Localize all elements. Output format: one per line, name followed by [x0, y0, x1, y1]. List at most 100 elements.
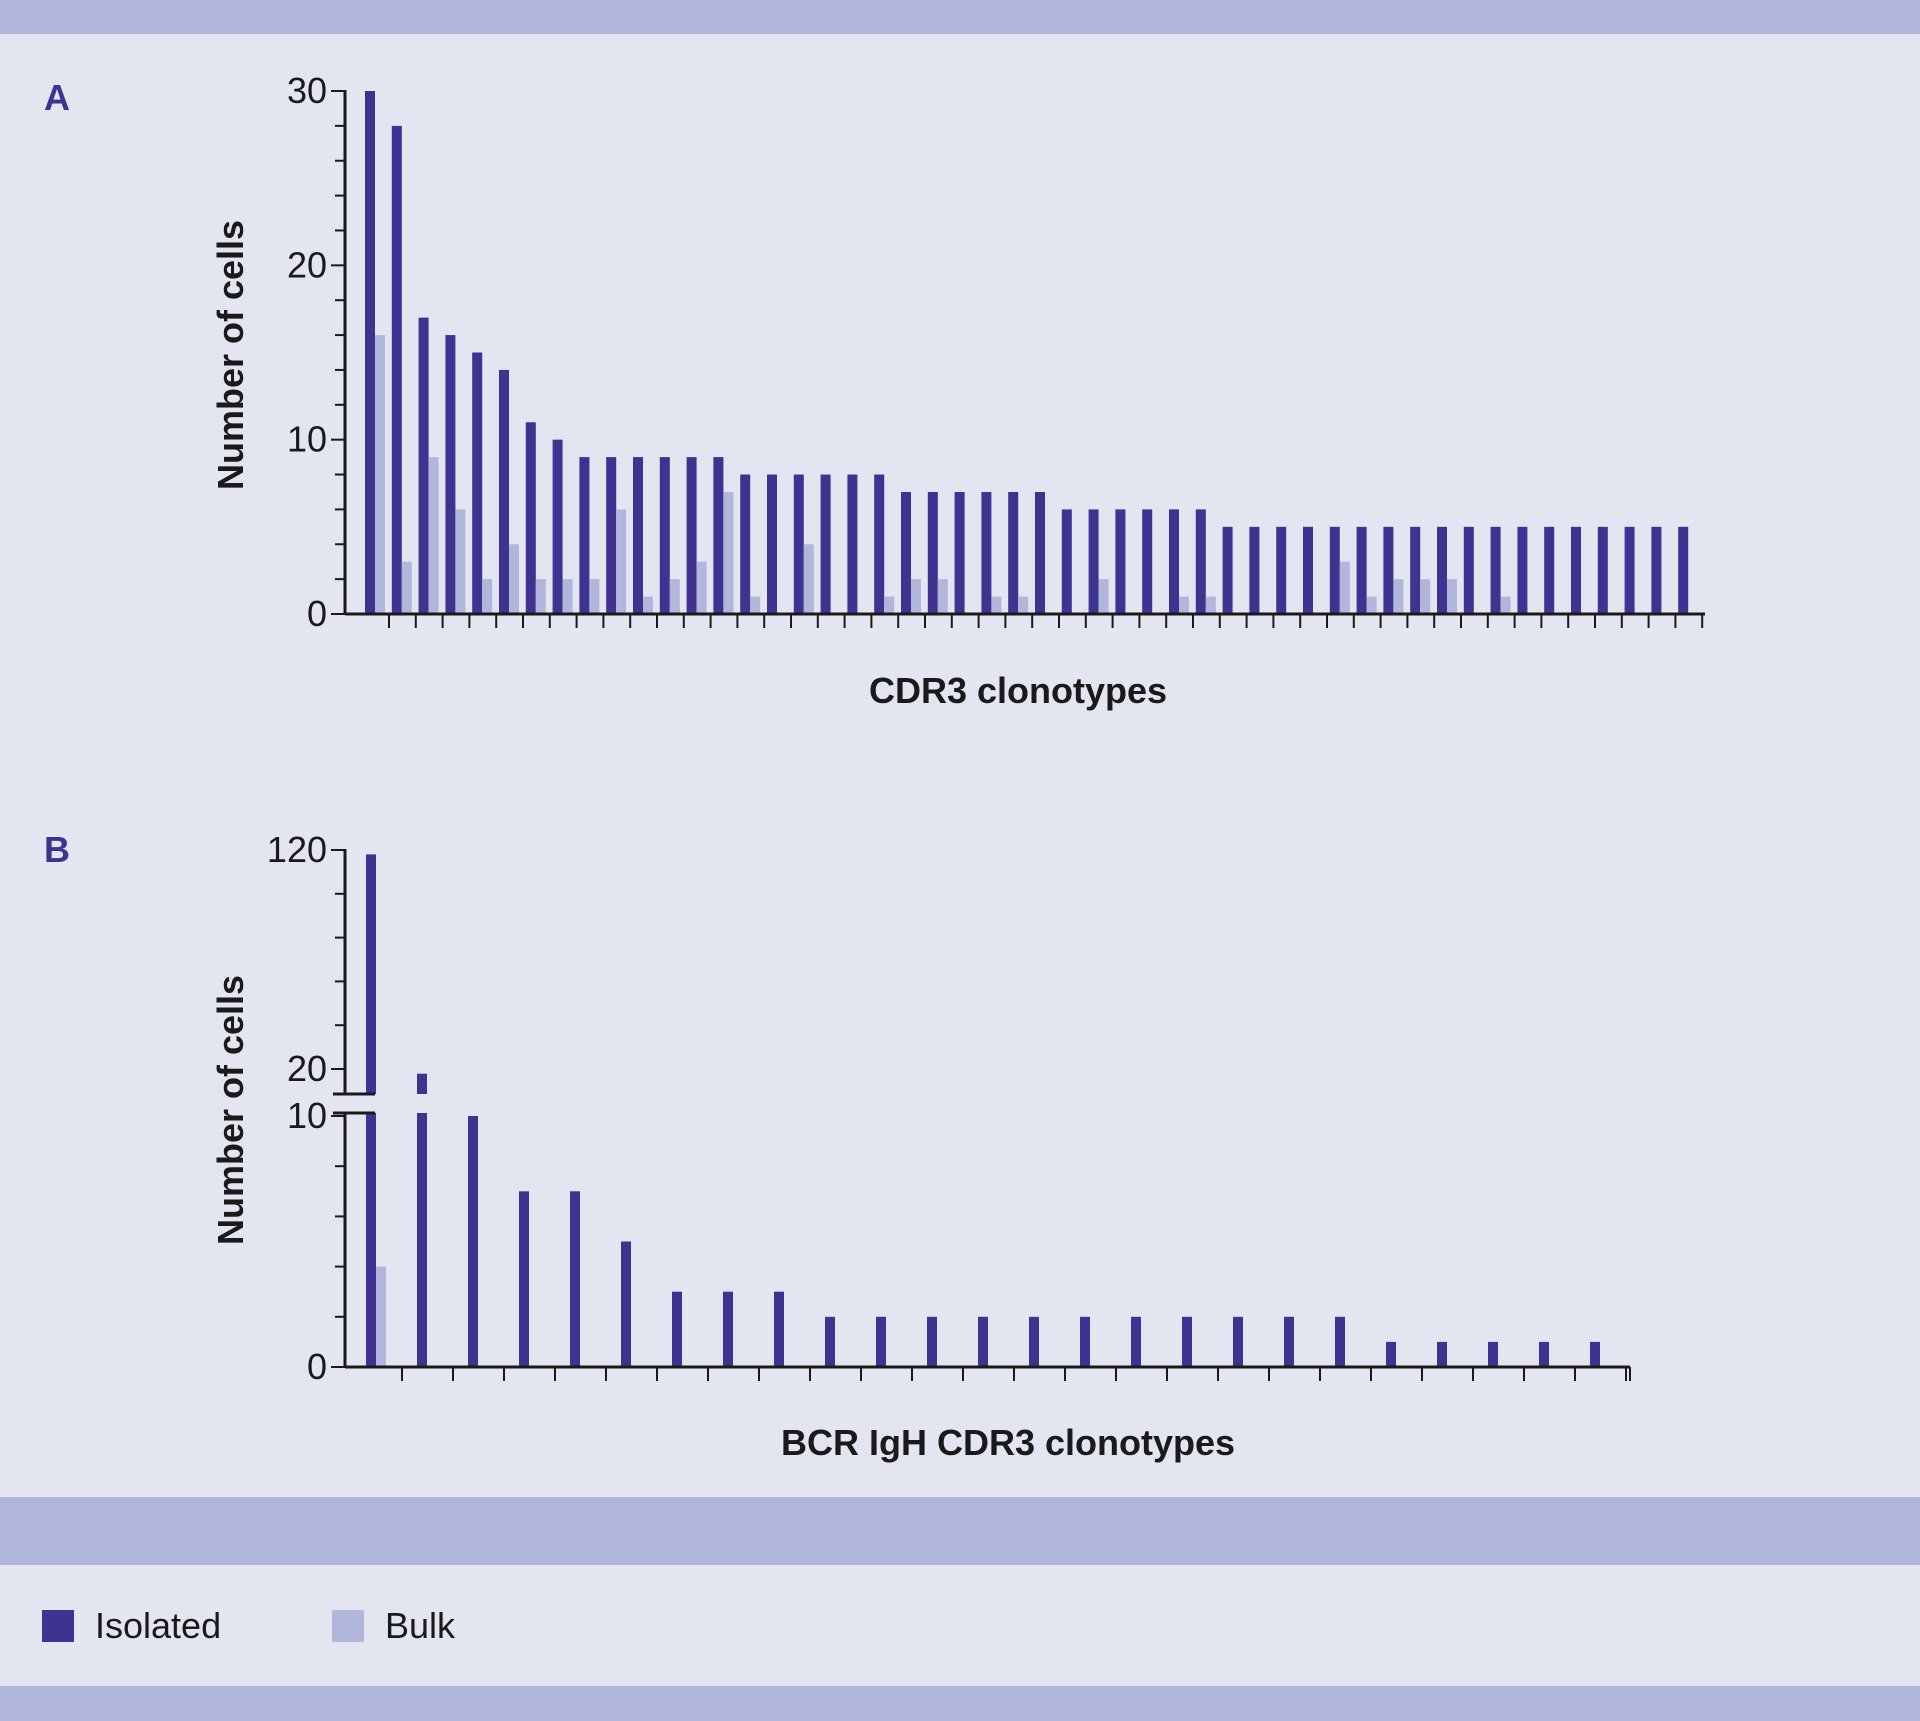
- bar-isolated: [1437, 1341, 1447, 1367]
- bar-isolated: [1088, 509, 1099, 614]
- bar-bulk: [669, 579, 680, 614]
- bar-isolated: [1035, 491, 1045, 614]
- bar-isolated: [672, 1291, 682, 1367]
- bar-bulk: [1447, 579, 1457, 614]
- bar-isolated: [391, 125, 402, 614]
- panel-b-label: B: [44, 829, 70, 870]
- bar-bulk: [884, 596, 895, 614]
- bar-isolated: [793, 474, 804, 614]
- bar-bulk: [509, 544, 519, 614]
- bar-isolated: [365, 91, 375, 614]
- bar-isolated: [1233, 1316, 1243, 1367]
- bar-isolated: [901, 491, 911, 614]
- bar-bulk: [482, 579, 493, 614]
- bar-isolated: [954, 491, 965, 614]
- legend-bulk-swatch: [332, 1610, 364, 1642]
- bar-isolated: [1182, 1316, 1192, 1367]
- bar-isolated: [621, 1241, 631, 1367]
- bar-isolated: [1437, 526, 1447, 614]
- bottom-band: [0, 1686, 1920, 1721]
- bar-isolated: [1490, 526, 1501, 614]
- bar-isolated: [927, 1316, 937, 1367]
- bar-isolated: [740, 474, 751, 614]
- bar-bulk: [401, 561, 412, 614]
- panel-a-ylabel: Number of cells: [210, 220, 251, 490]
- bar-isolated: [1222, 526, 1233, 614]
- panel-b: B 0 10 20 120 Number of cells BCR IgH CDR3 …: [44, 829, 1631, 1463]
- y-tick-label: 120: [267, 829, 327, 870]
- bar-isolated: [713, 457, 724, 614]
- bar-isolated: [876, 1316, 886, 1367]
- legend-isolated-label: Isolated: [95, 1605, 222, 1646]
- panel-b-xlabel: BCR IgH CDR3 clonotypes: [781, 1422, 1235, 1463]
- bar-isolated: [723, 1291, 733, 1367]
- bar-isolated: [767, 474, 777, 614]
- bar-isolated: [1597, 526, 1608, 614]
- bar-bulk: [376, 1266, 386, 1367]
- bar-isolated: [1544, 526, 1555, 614]
- bar-isolated: [1329, 526, 1340, 614]
- bar-isolated: [1383, 526, 1394, 614]
- panel-a-bars: [365, 91, 1689, 614]
- bar-isolated: [1517, 526, 1528, 614]
- legend-isolated-swatch: [42, 1610, 74, 1642]
- bar-isolated: [659, 457, 670, 614]
- bar-bulk: [937, 579, 948, 614]
- bar-isolated: [981, 491, 992, 614]
- bar-bulk: [1339, 561, 1350, 614]
- bar-isolated: [978, 1316, 988, 1367]
- bar-isolated: [1169, 509, 1179, 614]
- y-tick-label: 20: [287, 244, 327, 285]
- bar-isolated: [1678, 526, 1689, 614]
- legend-isolated: Isolated: [42, 1605, 222, 1646]
- bar-isolated: [1651, 526, 1662, 614]
- y-tick-label: 10: [287, 1095, 327, 1136]
- panel-a: A 0 10 20 30 Number of cells CDR3 clonotype…: [44, 70, 1705, 711]
- bar-bulk: [616, 509, 627, 614]
- bar-isolated: [525, 422, 536, 614]
- bar-isolated: [874, 474, 885, 614]
- panel-b-bars: [325, 854, 1600, 1367]
- bar-isolated: [417, 1073, 427, 1367]
- y-tick-label: 20: [287, 1048, 327, 1089]
- bar-isolated: [633, 457, 643, 614]
- bar-isolated: [579, 457, 590, 614]
- bar-bulk: [375, 335, 385, 614]
- bar-isolated: [1061, 509, 1072, 614]
- bar-bulk: [991, 596, 1002, 614]
- panel-a-axes: 0 10 20 30: [287, 70, 1705, 634]
- bar-isolated: [1276, 526, 1287, 614]
- bar-isolated: [1029, 1316, 1039, 1367]
- bar-isolated: [1571, 526, 1581, 614]
- bar-isolated: [552, 439, 563, 614]
- bar-bulk: [803, 544, 814, 614]
- bar-isolated: [774, 1291, 784, 1367]
- bar-bulk: [1393, 579, 1404, 614]
- legend-bulk-label: Bulk: [385, 1605, 456, 1646]
- bar-isolated: [1410, 526, 1421, 614]
- bar-bulk: [911, 579, 921, 614]
- bar-isolated: [1080, 1316, 1090, 1367]
- legend-bulk: Bulk: [332, 1605, 456, 1646]
- bar-isolated: [1356, 526, 1367, 614]
- panel-b-axes: 0 10 20 120: [267, 829, 1631, 1387]
- panel-a-xlabel: CDR3 clonotypes: [869, 670, 1167, 711]
- bar-isolated: [1463, 526, 1474, 614]
- bar-isolated: [1624, 526, 1635, 614]
- bar-bulk: [1098, 579, 1109, 614]
- bar-isolated: [825, 1316, 835, 1367]
- bar-bulk: [535, 579, 546, 614]
- bar-isolated: [468, 1116, 478, 1367]
- bar-bulk: [1018, 596, 1029, 614]
- bar-isolated: [1249, 526, 1260, 614]
- bar-isolated: [1115, 509, 1126, 614]
- bar-bulk: [1179, 596, 1189, 614]
- bar-isolated: [472, 352, 483, 614]
- bar-isolated: [1008, 491, 1019, 614]
- y-tick-label: 0: [307, 1346, 327, 1387]
- bar-isolated: [499, 369, 509, 614]
- panel-a-label: A: [44, 77, 70, 118]
- bar-bulk: [723, 491, 734, 614]
- bar-bulk: [589, 579, 600, 614]
